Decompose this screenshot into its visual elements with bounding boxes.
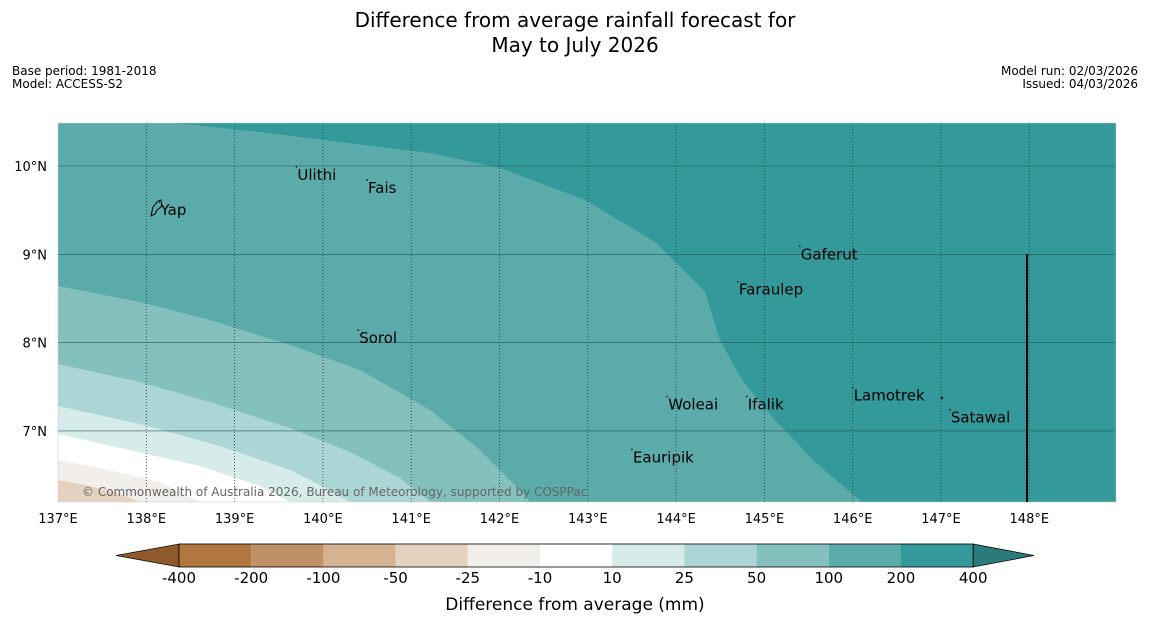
model-run: Model run: 02/03/2026	[1000, 64, 1138, 78]
lon-tick-label: 138°E	[127, 512, 167, 527]
lon-tick-label: 144°E	[656, 512, 696, 527]
place-label: Gaferut	[801, 245, 858, 263]
colorbar-segment	[540, 544, 613, 567]
lon-tick-label: 140°E	[303, 512, 343, 527]
colorbar-segment	[684, 544, 757, 567]
title-line-2: May to July 2026	[491, 33, 659, 57]
place-label: Lamotrek	[854, 387, 925, 405]
island-marker	[745, 395, 748, 398]
place-label: Faraulep	[739, 281, 803, 299]
copyright-notice: © Commonwealth of Australia 2026, Bureau…	[82, 485, 587, 499]
island-marker	[357, 329, 360, 331]
island-marker	[737, 280, 739, 283]
place-label: Sorol	[359, 329, 397, 347]
place-label: Woleai	[668, 395, 718, 413]
colorbar-tick-label: -400	[162, 569, 196, 587]
lon-tick-label: 141°E	[391, 512, 431, 527]
place-label: Fais	[368, 179, 397, 197]
lat-tick-labels: 10°N 9°N 8°N 7°N	[14, 160, 47, 440]
rainfall-contour-fill	[58, 123, 1116, 502]
island-marker	[158, 201, 161, 203]
lat-tick-label: 10°N	[14, 160, 47, 175]
yap-island-outline	[150, 199, 163, 217]
island-marker	[366, 179, 368, 181]
colorbar-tick-label: 25	[675, 569, 694, 587]
colorbar-tick-label: -50	[383, 569, 408, 587]
lon-tick-label: 148°E	[1010, 512, 1050, 527]
place-labels: Ulithi Fais Yap Gaferut Faraulep Sorol Lamotre…	[158, 166, 1010, 466]
lon-tick-label: 146°E	[833, 512, 873, 527]
band-neg50-neg25	[58, 480, 140, 502]
colorbar-tick-label: -25	[456, 569, 481, 587]
island-marker	[798, 245, 801, 248]
place-label: Ulithi	[297, 166, 336, 184]
colorbar-frame	[178, 543, 974, 568]
lat-tick-label: 9°N	[23, 248, 48, 263]
colorbar-segment	[467, 544, 540, 567]
colorbar-tick-label: -10	[528, 569, 553, 587]
issued-date: Issued: 04/03/2026	[1022, 77, 1138, 91]
colorbar-segment	[612, 544, 685, 567]
colorbar-tick-label: -100	[306, 569, 340, 587]
island-marker	[940, 396, 944, 400]
lon-tick-label: 142°E	[480, 512, 520, 527]
model-name: Model: ACCESS-S2	[12, 77, 124, 91]
lon-tick-label: 147°E	[921, 512, 961, 527]
island-marker	[666, 395, 669, 398]
colorbar-tick-label: 400	[959, 569, 988, 587]
colorbar-extend-low	[115, 543, 180, 568]
colorbar-segment	[828, 544, 901, 567]
lon-tick-labels: 137°E 138°E 139°E 140°E 141°E 142°E 143°E 144°E…	[38, 512, 1049, 527]
colorbar-segment	[756, 544, 829, 567]
base-period: Base period: 1981-2018	[12, 64, 157, 78]
colorbar-segment	[251, 544, 324, 567]
lon-tick-label: 143°E	[568, 512, 608, 527]
chart-title: Difference from average rainfall forecas…	[0, 8, 1150, 58]
place-label: Ifalik	[748, 395, 784, 413]
meta-right: Model run: 02/03/2026 Issued: 04/03/2026	[1001, 65, 1138, 91]
colorbar-tick-label: 100	[814, 569, 843, 587]
colorbar-segment	[179, 544, 252, 567]
lon-tick-label: 139°E	[215, 512, 255, 527]
lon-tick-label: 137°E	[38, 512, 78, 527]
island-marker	[851, 386, 854, 389]
colorbar-segment	[901, 544, 974, 567]
lat-tick-label: 7°N	[23, 425, 48, 440]
island-marker	[949, 408, 951, 411]
lon-tick-label: 145°E	[745, 512, 785, 527]
meta-left: Base period: 1981-2018 Model: ACCESS-S2	[12, 65, 157, 91]
place-label: Satawal	[951, 409, 1010, 427]
colorbar-tick-label: 10	[603, 569, 622, 587]
colorbar-tick-label: 50	[747, 569, 766, 587]
colorbar-segment	[395, 544, 468, 567]
place-label: Eauripik	[633, 448, 694, 466]
colorbar-extend-high	[972, 543, 1035, 568]
colorbar-legend: -400 -200 -100 -50 -25 -10 10 25 50 100 200 400	[115, 543, 1035, 587]
gridlines	[58, 123, 1116, 502]
island-marker	[295, 166, 298, 168]
lat-tick-label: 8°N	[23, 337, 48, 352]
place-label: Yap	[160, 201, 187, 219]
colorbar-tick-label: -200	[234, 569, 268, 587]
island-marker	[631, 448, 633, 451]
legend-title: Difference from average (mm)	[445, 595, 704, 615]
colorbar-tick-label: 200	[887, 569, 916, 587]
title-line-1: Difference from average rainfall forecas…	[354, 8, 796, 32]
colorbar-segment	[323, 544, 396, 567]
